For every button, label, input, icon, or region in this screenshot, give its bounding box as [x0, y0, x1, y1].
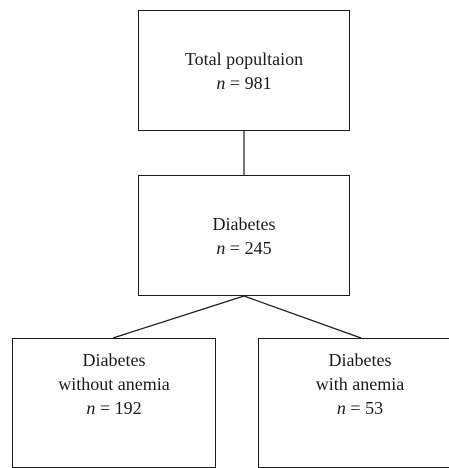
- with-anemia-label-line2: with anemia: [315, 374, 405, 394]
- n-symbol: n: [336, 398, 346, 418]
- diabetes-with-anemia-box: Diabetes with anemia n = 53: [258, 338, 449, 468]
- connector-diabetes-to-without-anemia: [112, 295, 245, 339]
- total-population-box: Total popultaion n = 981: [138, 10, 350, 131]
- count-value: = 245: [225, 237, 272, 258]
- n-symbol: n: [216, 72, 226, 93]
- n-symbol: n: [216, 237, 226, 258]
- total-population-label: Total popultaion: [184, 48, 304, 69]
- diabetes-label: Diabetes: [212, 213, 276, 234]
- without-anemia-label-line2: without anemia: [58, 374, 170, 394]
- without-anemia-label-line1: Diabetes: [82, 350, 146, 370]
- with-anemia-count: n = 53: [337, 396, 383, 420]
- diabetes-box: Diabetes n = 245: [138, 175, 350, 296]
- count-value: = 192: [95, 398, 142, 418]
- without-anemia-count: n = 192: [86, 396, 141, 420]
- count-value: = 53: [345, 398, 384, 418]
- diabetes-count: n = 245: [216, 236, 271, 260]
- count-value: = 981: [225, 72, 272, 93]
- flow-connectors: [112, 131, 362, 339]
- diabetes-without-anemia-box: Diabetes without anemia n = 192: [12, 338, 216, 468]
- with-anemia-label-line1: Diabetes: [328, 350, 392, 370]
- n-symbol: n: [86, 398, 96, 418]
- connector-diabetes-to-with-anemia: [243, 295, 362, 339]
- total-population-count: n = 981: [216, 71, 271, 95]
